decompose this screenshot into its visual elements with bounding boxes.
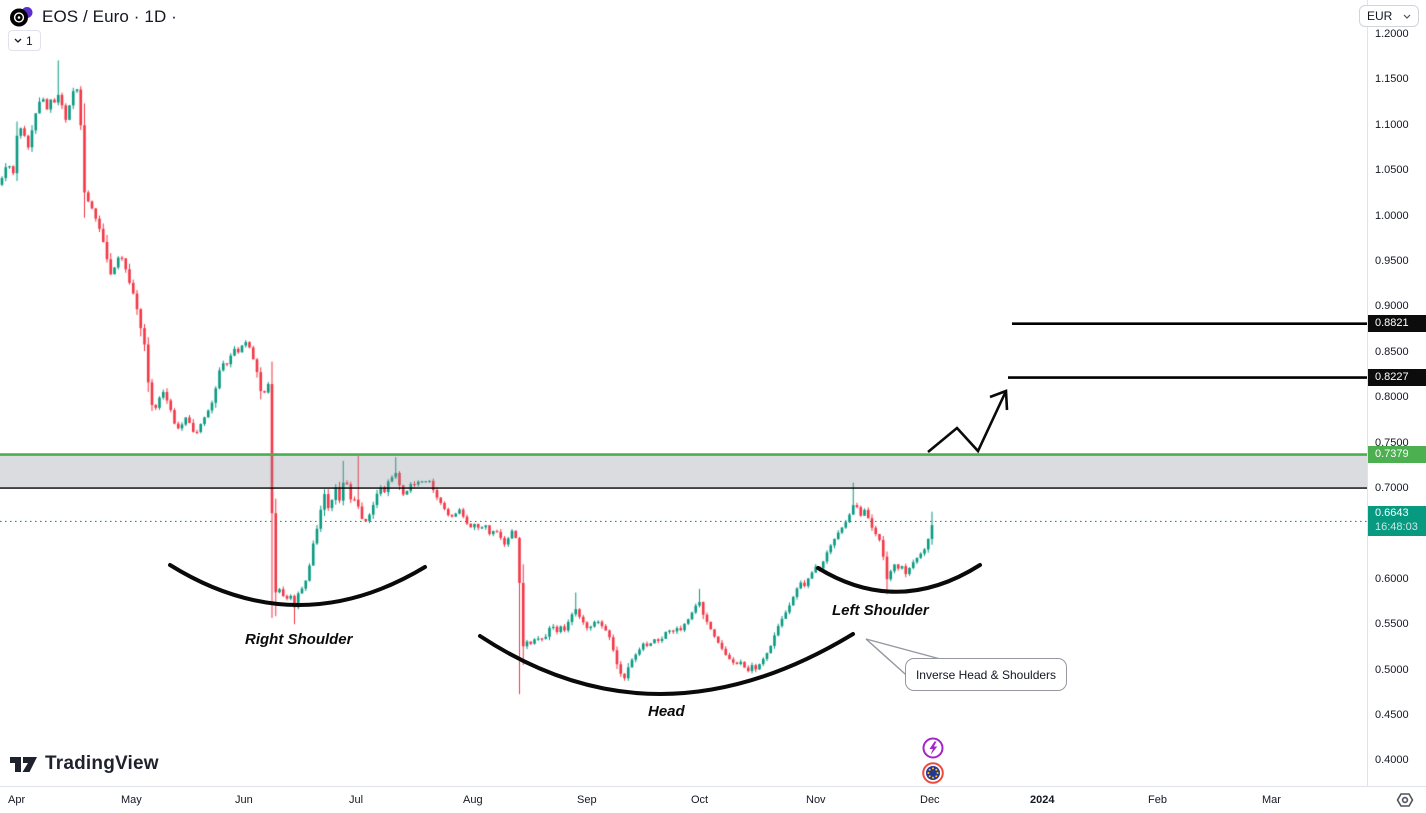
eos-logo-icon — [10, 7, 33, 27]
breakout-arrowhead — [989, 389, 1009, 411]
economic-event-lightning-icon[interactable] — [922, 737, 944, 759]
axis-settings-gear-icon[interactable] — [1396, 791, 1414, 809]
price-badge-0.7379: 0.7379 — [1368, 446, 1426, 464]
tradingview-logo-icon — [10, 756, 37, 772]
chevron-down-icon — [1403, 14, 1411, 19]
time-tick-Oct: Oct — [691, 794, 709, 806]
price-tick: 1.1500 — [1375, 73, 1409, 86]
price-tick: 0.9500 — [1375, 255, 1409, 267]
price-badge-0.6643: 0.6643 16:48:03 — [1368, 506, 1426, 537]
time-tick-Jun: Jun — [235, 794, 253, 806]
currency-select[interactable]: EUR — [1359, 5, 1419, 27]
time-tick-Dec: Dec — [920, 794, 940, 806]
right-shoulder-label[interactable]: Right Shoulder — [245, 631, 353, 648]
price-tick: 1.1000 — [1375, 118, 1409, 131]
interval-button[interactable]: 1 — [8, 30, 41, 51]
time-tick-2024: 2024 — [1030, 794, 1055, 806]
economic-event-eu-icon[interactable] — [922, 762, 944, 784]
price-tick: 0.4000 — [1375, 754, 1409, 767]
time-axis[interactable]: Apr May Jun Jul Aug Sep Oct Nov Dec 2024 Feb Mar — [0, 786, 1426, 813]
symbol-legend[interactable]: EOS / Euro · 1D · — [8, 6, 177, 28]
price-tick: 0.9000 — [1375, 300, 1409, 313]
currency-value: EUR — [1367, 9, 1393, 23]
time-tick-Aug: Aug — [463, 794, 483, 806]
time-tick-Apr: Apr — [8, 794, 26, 806]
time-tick-Sep: Sep — [577, 794, 597, 806]
price-tick: 0.8000 — [1375, 391, 1409, 404]
price-tick: 0.7500 — [1375, 436, 1409, 449]
drawings-overlay — [0, 322, 1367, 784]
breakout-arrow[interactable] — [927, 390, 1008, 454]
symbol-title: EOS / Euro · 1D · — [42, 7, 177, 26]
price-tick: 1.0000 — [1375, 209, 1409, 222]
left-shoulder-label[interactable]: Left Shoulder — [832, 602, 929, 619]
time-tick-Nov: Nov — [806, 794, 826, 806]
right-shoulder-arc[interactable] — [168, 563, 427, 607]
price-tick: 1.0500 — [1375, 164, 1409, 177]
time-tick-Jul: Jul — [349, 794, 364, 806]
price-tick: 0.8500 — [1375, 345, 1409, 358]
price-badge-0.8821: 0.8821 — [1368, 315, 1426, 333]
chevron-down-icon — [14, 38, 22, 43]
interval-label: 1 — [26, 33, 33, 48]
head-arc[interactable] — [478, 632, 855, 696]
price-tick: 0.5000 — [1375, 663, 1409, 676]
price-tick: 0.7000 — [1375, 482, 1409, 494]
price-axis[interactable]: 1.2000 1.1500 1.1000 1.0500 1.0000 0.9500 0.90… — [1367, 0, 1426, 786]
price-badge-0.8227: 0.8227 — [1368, 369, 1426, 387]
pattern-callout[interactable]: Inverse Head & Shoulders — [905, 658, 1067, 691]
pattern-callout-text: Inverse Head & Shoulders — [915, 667, 1057, 682]
price-tick: 0.5500 — [1375, 618, 1409, 631]
tradingview-watermark-text: TradingView — [45, 753, 159, 774]
time-tick-Feb: Feb — [1148, 794, 1167, 806]
head-label[interactable]: Head — [648, 703, 685, 720]
tradingview-watermark[interactable]: TradingView — [10, 753, 159, 775]
price-tick: 0.6000 — [1375, 572, 1409, 585]
left-shoulder-arc[interactable] — [816, 563, 982, 594]
price-tick: 0.4500 — [1375, 709, 1409, 721]
support-zone[interactable] — [0, 454, 1367, 489]
time-tick-Mar: Mar — [1262, 794, 1281, 806]
time-tick-May: May — [121, 794, 142, 806]
candlestick-plot[interactable] — [0, 0, 1367, 786]
price-tick: 1.2000 — [1375, 28, 1409, 40]
